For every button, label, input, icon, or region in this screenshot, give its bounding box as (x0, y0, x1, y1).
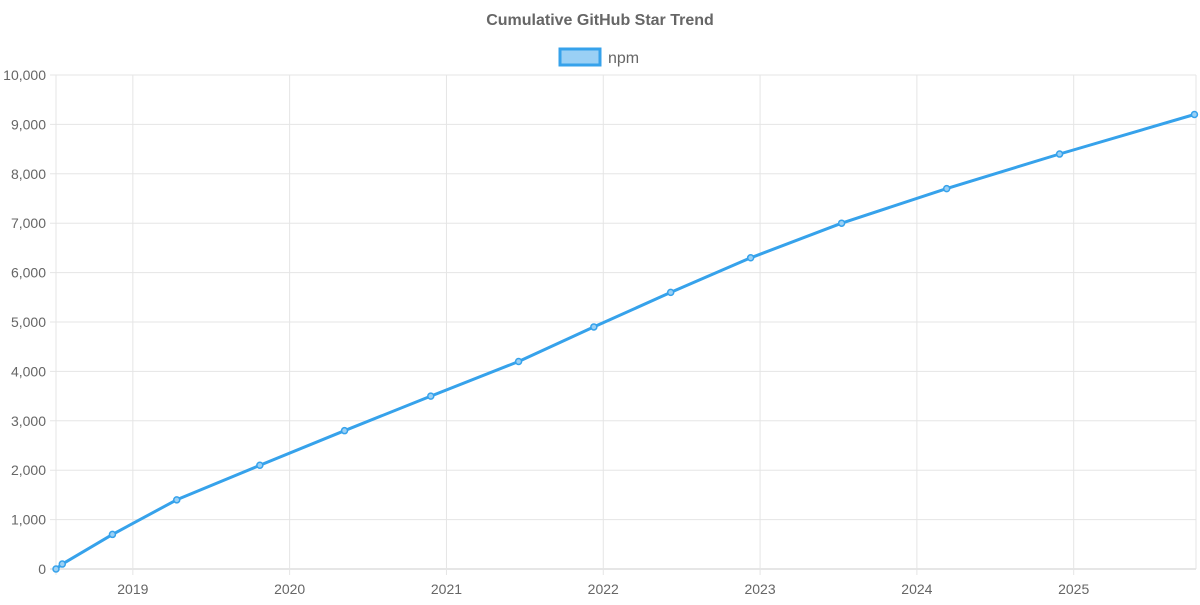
data-point (1055, 150, 1064, 158)
y-tick-label: 5,000 (11, 314, 46, 330)
x-tick-label: 2019 (117, 581, 148, 597)
data-point (58, 560, 67, 568)
x-tick-label: 2025 (1058, 581, 1089, 597)
data-point (746, 254, 755, 262)
data-point (514, 357, 523, 366)
data-point (52, 565, 60, 573)
y-tick-label: 3,000 (11, 413, 46, 429)
data-point (427, 392, 435, 400)
x-tick-label: 2023 (744, 581, 775, 597)
y-tick-label: 0 (38, 561, 46, 577)
y-tick-label: 7,000 (11, 215, 46, 231)
series-line-npm (55, 113, 1195, 571)
data-point (942, 184, 951, 193)
y-tick-label: 6,000 (11, 265, 46, 281)
legend[interactable]: npm (558, 47, 639, 67)
y-tick-label: 1,000 (11, 512, 46, 528)
data-point (837, 219, 846, 227)
y-tick-label: 8,000 (11, 166, 46, 182)
y-tick-label: 9,000 (11, 116, 46, 132)
chart-title: Cumulative GitHub Star Trend (486, 12, 714, 29)
data-point (666, 288, 675, 297)
data-point (340, 426, 349, 435)
x-tick-label: 2022 (588, 581, 619, 597)
x-tick-label: 2020 (274, 581, 305, 597)
legend-label-npm[interactable]: npm (608, 50, 639, 67)
data-point (108, 530, 117, 539)
data-point (172, 496, 181, 504)
x-tick-label: 2021 (431, 581, 462, 597)
y-tick-label: 4,000 (11, 363, 46, 379)
legend-swatch-npm[interactable] (558, 47, 602, 67)
y-tick-label: 10,000 (3, 67, 46, 83)
data-point (590, 323, 598, 331)
y-tick-label: 2,000 (11, 462, 46, 478)
x-tick-label: 2024 (901, 581, 932, 597)
data-point (1190, 110, 1199, 119)
data-point (256, 461, 264, 470)
